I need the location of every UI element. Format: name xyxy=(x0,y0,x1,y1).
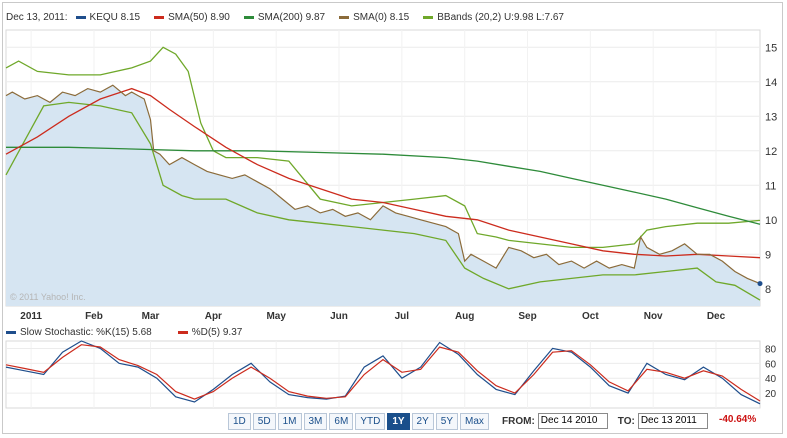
from-label: FROM: xyxy=(502,415,535,427)
range-button-ytd[interactable]: YTD xyxy=(355,413,386,430)
legend-swatch xyxy=(75,15,86,19)
legend-label: BBands (20,2) U:9.98 L:7.67 xyxy=(437,11,564,23)
range-button-1y[interactable]: 1Y xyxy=(387,413,410,430)
range-button-2y[interactable]: 2Y xyxy=(411,413,434,430)
range-toolbar: 1D 5D 1M 3M 6M YTD 1Y 2Y 5Y Max xyxy=(228,413,489,430)
range-button-5y[interactable]: 5Y xyxy=(435,413,459,430)
legend-date: Dec 13, 2011: xyxy=(6,11,68,23)
legend-swatch xyxy=(423,15,434,19)
to-label: TO: xyxy=(617,415,635,427)
legend-swatch xyxy=(154,15,165,19)
range-button-1d[interactable]: 1D xyxy=(228,413,251,430)
range-button-6m[interactable]: 6M xyxy=(329,413,354,430)
legend-label: SMA(0) 8.15 xyxy=(353,11,410,23)
from-date-input[interactable]: Dec 14 2010 xyxy=(537,413,608,429)
stochastic-legend: Slow Stochastic: %K(15) 5.68 %D(5) 9.37 xyxy=(6,327,268,338)
legend-item-stoch-d: %D(5) 9.37 xyxy=(177,327,243,338)
legend-item-keq: KEQU 8.15 xyxy=(75,11,141,23)
legend-swatch xyxy=(243,15,254,19)
price-legend: Dec 13, 2011: KEQU 8.15 SMA(50) 8.90 SMA… xyxy=(6,10,578,24)
legend-swatch xyxy=(6,331,16,334)
chart-frame xyxy=(2,2,783,434)
date-range: FROM: Dec 14 2010 TO: Dec 13 2011 xyxy=(502,413,708,429)
range-button-1m[interactable]: 1M xyxy=(277,413,302,430)
legend-label: Slow Stochastic: %K(15) 5.68 xyxy=(20,327,152,338)
legend-swatch xyxy=(177,331,188,334)
range-button-max[interactable]: Max xyxy=(460,413,489,430)
legend-swatch xyxy=(339,15,350,19)
legend-item-bbands: BBands (20,2) U:9.98 L:7.67 xyxy=(423,12,564,23)
legend-label: SMA(50) 8.90 xyxy=(168,11,230,23)
range-button-5d[interactable]: 5D xyxy=(252,413,276,430)
legend-item-stoch-k: Slow Stochastic: %K(15) 5.68 xyxy=(6,327,152,338)
legend-item-sma50: SMA(50) 8.90 xyxy=(154,12,230,23)
to-date-input[interactable]: Dec 13 2011 xyxy=(637,413,708,429)
change-percent: -40.64% xyxy=(719,414,757,425)
legend-item-sma0: SMA(0) 8.15 xyxy=(339,12,409,23)
legend-label: KEQU 8.15 xyxy=(89,11,141,23)
legend-label: %D(5) 9.37 xyxy=(191,327,243,338)
range-button-3m[interactable]: 3M xyxy=(303,413,328,430)
legend-label: SMA(200) 9.87 xyxy=(257,11,326,23)
legend-item-sma200: SMA(200) 9.87 xyxy=(243,11,326,23)
